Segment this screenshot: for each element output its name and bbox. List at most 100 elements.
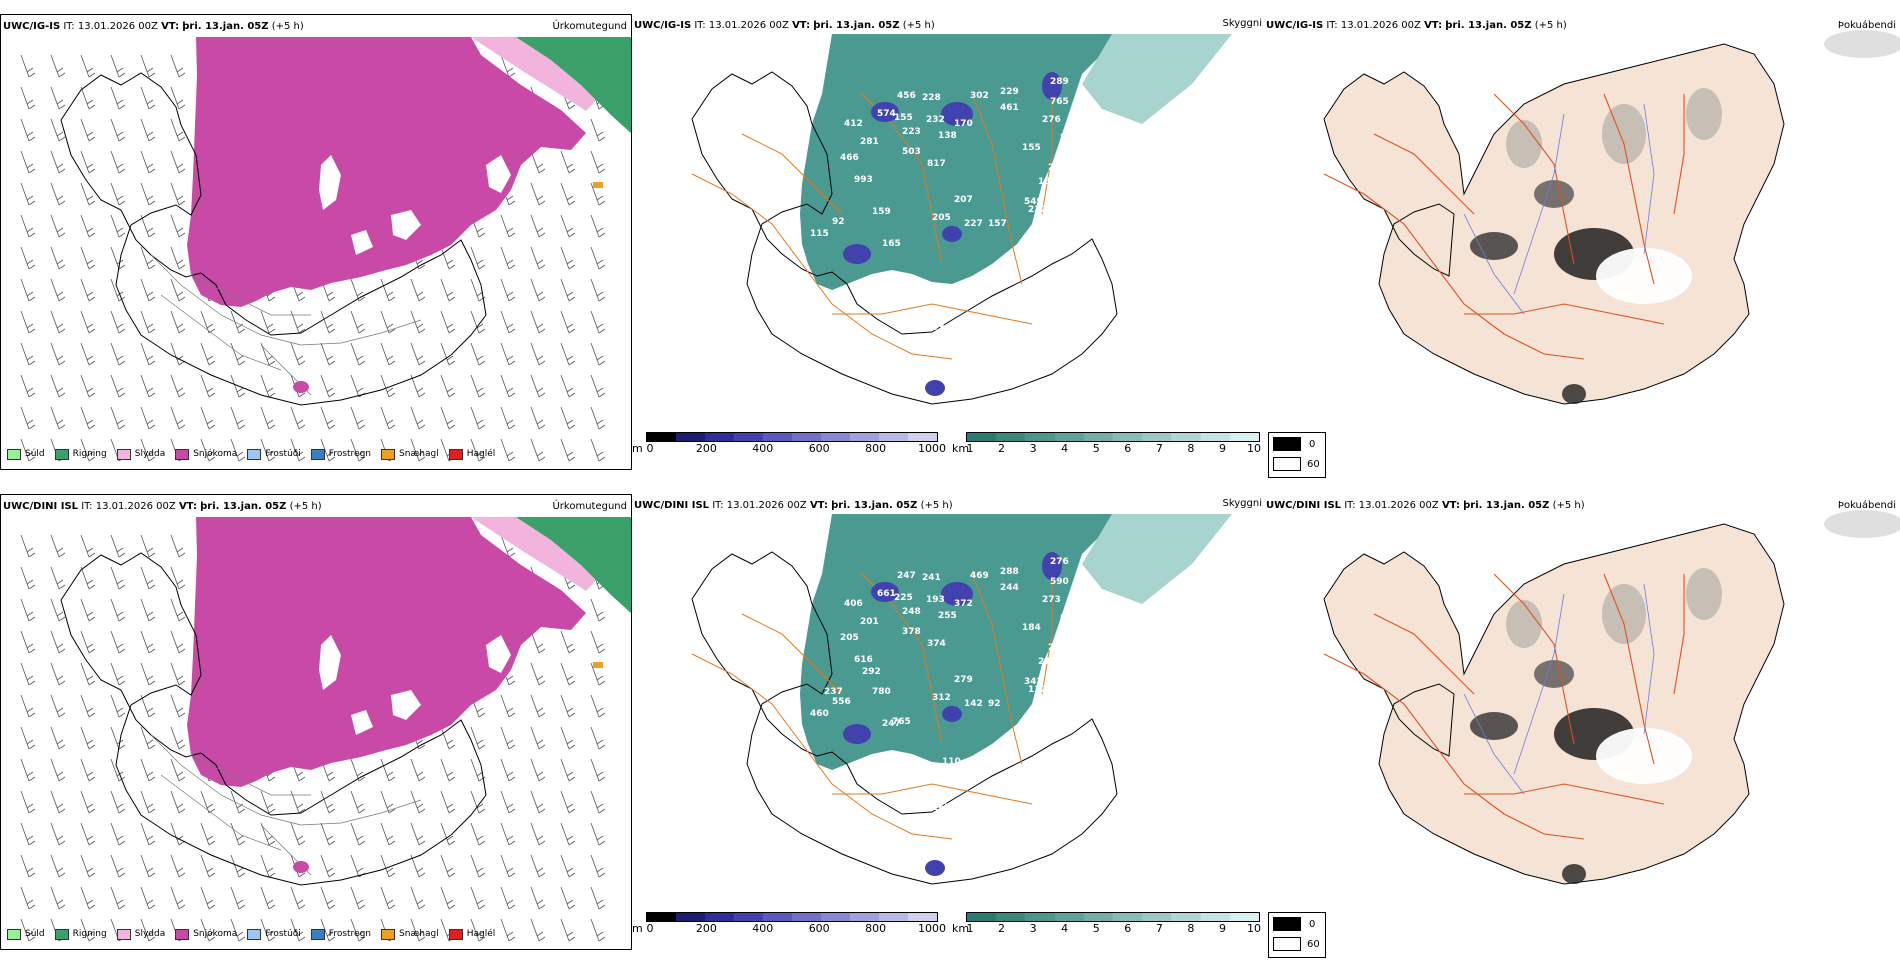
peak-elevation-label: 165: [882, 239, 901, 249]
peak-elevation-label: 590: [1050, 577, 1069, 587]
colorbar-tick: 800: [865, 442, 887, 455]
it-value: 13.01.2026 00Z: [77, 21, 158, 32]
peak-elevation-label: 157: [988, 219, 1007, 229]
wind-barb: [410, 406, 426, 430]
legend-label: Frostregn: [328, 449, 372, 459]
wind-barb: [20, 86, 36, 110]
legend-swatch: [175, 928, 190, 940]
wind-barb: [50, 310, 66, 334]
colorbar-tick: 7: [1155, 922, 1163, 935]
wind-barb: [20, 918, 36, 942]
fog-swatch-high: [1273, 457, 1301, 471]
panel-header: UWC/DINI ISL IT: 13.01.2026 00Z VT: þri.…: [3, 501, 322, 512]
peak-elevation-label: 235: [1048, 163, 1067, 173]
wind-barb: [50, 406, 66, 430]
wind-barb: [140, 534, 156, 558]
colorbar-tick: 7: [1155, 442, 1163, 455]
snow-area: [187, 517, 586, 787]
wind-barb: [20, 278, 36, 302]
peak-elevation-label: 179: [1086, 117, 1105, 127]
colorbar-segment: [705, 433, 734, 441]
wind-barb: [110, 886, 126, 910]
wind-barb: [470, 918, 486, 942]
legend-item: Slydda: [116, 928, 165, 940]
peak-elevation-label: 372: [954, 599, 973, 609]
wind-barb: [50, 342, 66, 366]
wind-barb: [410, 918, 426, 942]
colorbar-segment: [967, 913, 997, 921]
legend-label: Haglél: [466, 929, 496, 939]
wind-barb: [530, 214, 546, 238]
colorbar-tick: 400: [752, 442, 774, 455]
wind-barb: [500, 310, 516, 334]
wind-barb: [200, 406, 216, 430]
wind-barb: [80, 54, 96, 78]
wind-barb: [80, 854, 96, 878]
wind-barb: [110, 86, 126, 110]
colorbar-tick: 6: [1124, 922, 1132, 935]
colorbar-segment: [1083, 913, 1114, 921]
fog-swatch-low: [1273, 437, 1301, 451]
precip-legend: Súld Rigning Slydda Snjókoma Frostúði Frostre…: [7, 927, 505, 941]
colorbar-segment: [821, 433, 850, 441]
peak-elevation-label: 665: [1060, 613, 1079, 623]
colorbar-tick: 9: [1218, 922, 1226, 935]
legend-label: Frostúði: [265, 929, 301, 939]
fog-patches: [1470, 30, 1900, 404]
colorbar-segment: [1054, 913, 1084, 921]
colorbar-segment: [647, 913, 676, 921]
wind-barb: [110, 598, 126, 622]
wind-barb: [200, 790, 216, 814]
wind-barb: [590, 246, 606, 270]
peak-elevation-label: 817: [927, 159, 946, 169]
colorbar-segment: [705, 913, 734, 921]
wind-barb: [50, 598, 66, 622]
legend-item: Súld: [7, 448, 45, 460]
wind-barb: [140, 726, 156, 750]
wind-barb: [80, 374, 96, 398]
it-value: 13.01.2026 00Z: [708, 20, 789, 31]
peak-elevation-label: 503: [902, 147, 921, 157]
peak-elevation-label: 229: [1000, 87, 1019, 97]
wind-barb: [440, 854, 456, 878]
wind-barb: [410, 822, 426, 846]
peak-elevation-label: 288: [1000, 567, 1019, 577]
precip-type-map: [20, 37, 631, 462]
legend-swatch: [175, 448, 190, 460]
colorbar-segment: [1142, 433, 1172, 441]
wind-barb: [110, 214, 126, 238]
wind-barb: [170, 310, 186, 334]
wind-barb: [140, 54, 156, 78]
model-name: UWC/DINI ISL: [634, 500, 710, 511]
legend-label: Súld: [25, 449, 45, 459]
legend-swatch: [448, 928, 463, 940]
fog-high-label: 60: [1307, 939, 1320, 950]
it-value: 13.01.2026 00Z: [1340, 20, 1421, 31]
legend-label: Snjókoma: [193, 929, 238, 939]
wind-barb: [170, 886, 186, 910]
wind-barb: [590, 278, 606, 302]
legend-swatch: [247, 928, 262, 940]
panel-header: UWC/IG-IS IT: 13.01.2026 00Z VT: þri. 13…: [3, 21, 304, 32]
it-value: 13.01.2026 00Z: [95, 501, 176, 512]
wind-barb: [500, 246, 516, 270]
peak-elevation-label: 281: [860, 137, 879, 147]
colorbar-tick: 1000: [918, 922, 946, 935]
peak-elevation-label: 312: [932, 693, 951, 703]
wind-barb: [530, 662, 546, 686]
peak-elevation-label: 456: [897, 91, 916, 101]
precip-legend: Súld Rigning Slydda Snjókoma Frostúði Frostre…: [7, 447, 505, 461]
it-label: IT:: [1326, 20, 1338, 31]
colorbar-segment: [1142, 913, 1172, 921]
legend-label: Rigning: [72, 449, 107, 459]
colorbar-segment: [1171, 433, 1201, 441]
wind-barb: [320, 918, 336, 942]
wind-barb: [530, 790, 546, 814]
it-label: IT:: [81, 501, 93, 512]
wind-barb: [230, 438, 246, 462]
colorbar-tick: 600: [808, 442, 830, 455]
wind-barb: [140, 342, 156, 366]
colorbar-tick: 4: [1061, 922, 1069, 935]
